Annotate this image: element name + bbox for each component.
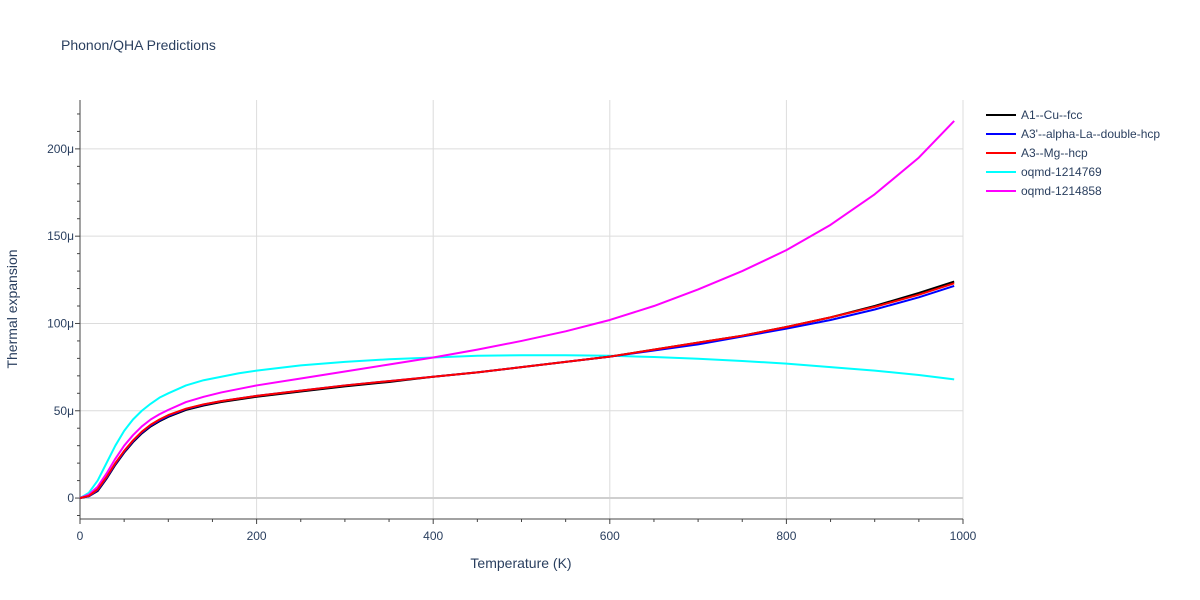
x-tick-label: 200 (247, 529, 267, 543)
legend-label: A3--Mg--hcp (1021, 146, 1088, 160)
x-tick-label: 400 (423, 529, 443, 543)
axes-layer (75, 100, 964, 524)
chart-title: Phonon/QHA Predictions (61, 37, 216, 53)
x-tick-label: 600 (600, 529, 620, 543)
y-axis-title: Thermal expansion (4, 249, 20, 368)
legend-item-a1-cu-fcc[interactable]: A1--Cu--fcc (986, 108, 1082, 122)
series-line-oqmd-1214858[interactable] (79, 120, 955, 499)
series-line-a3-mg-hcp[interactable] (79, 282, 955, 500)
grid-layer (80, 100, 964, 519)
series-layer[interactable] (79, 120, 955, 500)
x-tick-label: 0 (77, 529, 84, 543)
legend-item-oqmd-1214769[interactable]: oqmd-1214769 (986, 165, 1102, 179)
legend-item-a3-alpha-la-double-hcp[interactable]: A3'--alpha-La--double-hcp (986, 127, 1160, 141)
legend-label: A3'--alpha-La--double-hcp (1021, 127, 1160, 141)
legend-label: oqmd-1214769 (1021, 165, 1102, 179)
y-tick-label: 100μ (47, 316, 74, 330)
x-axis-title: Temperature (K) (470, 555, 571, 571)
series-line-oqmd-1214769[interactable] (79, 354, 955, 499)
y-tick-label: 50μ (54, 404, 74, 418)
legend[interactable]: A1--Cu--fcc A3'--alpha-La--double-hcp A3--… (986, 108, 1160, 198)
legend-item-a3-mg-hcp[interactable]: A3--Mg--hcp (986, 146, 1088, 160)
y-tick-label: 150μ (47, 229, 74, 243)
legend-label: A1--Cu--fcc (1021, 108, 1082, 122)
x-tick-label: 1000 (950, 529, 977, 543)
x-tick-label: 800 (776, 529, 796, 543)
legend-item-oqmd-1214858[interactable]: oqmd-1214858 (986, 184, 1102, 198)
ticks-layer: 0 200 400 600 800 1000 0 50μ 100μ 150μ 200μ (47, 142, 977, 543)
legend-label: oqmd-1214858 (1021, 184, 1102, 198)
y-tick-label: 0 (67, 491, 74, 505)
y-tick-label: 200μ (47, 142, 74, 156)
